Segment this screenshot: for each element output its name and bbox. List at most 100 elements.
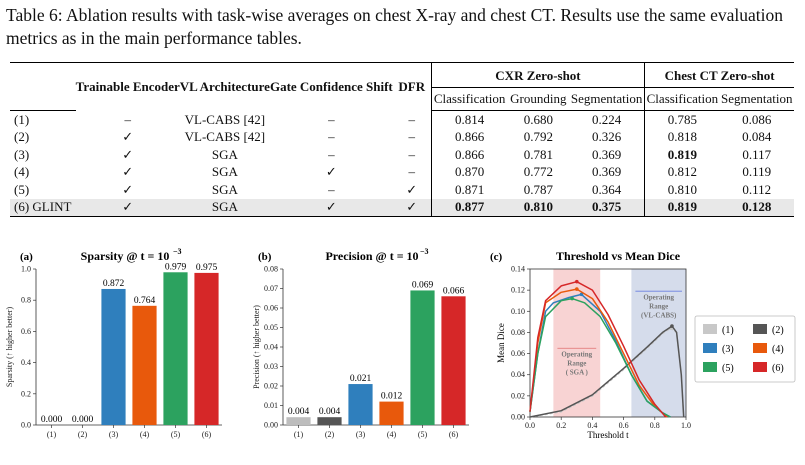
chart-title: Sparsity @ t = 10 (81, 249, 170, 263)
panel-label: (a) (20, 251, 33, 263)
cxr-grounding-cell: 0.792 (507, 129, 569, 147)
x-tick-label: 1.0 (681, 421, 691, 430)
header-ct-group: Chest CT Zero-shot (645, 63, 794, 88)
y-tick-label: 0.6 (21, 327, 31, 336)
bar (286, 417, 310, 425)
row-label: (5) (10, 181, 76, 199)
ct-segmentation-cell: 0.117 (720, 146, 794, 164)
ct-segmentation-cell: 0.086 (720, 111, 794, 129)
dfr-cell: ✓ (393, 199, 432, 217)
bar (101, 289, 125, 425)
legend-entry: (1) (722, 325, 734, 336)
bar (317, 417, 341, 425)
y-tick-label: 0.8 (21, 296, 31, 305)
x-tick-label: (4) (140, 430, 150, 439)
row-label-subheader (10, 88, 76, 111)
bar-value-label: 0.066 (443, 286, 465, 296)
series-peak-marker (570, 297, 574, 301)
series-peak-marker (670, 324, 674, 328)
dfr-cell: – (393, 164, 432, 182)
cxr-segmentation-cell: 0.375 (569, 199, 645, 217)
cxr-grounding-cell: 0.810 (507, 199, 569, 217)
x-tick-label: 0.2 (556, 421, 566, 430)
panel-label: (b) (258, 251, 272, 263)
dfr-cell: – (393, 111, 432, 129)
bar (410, 290, 434, 425)
chart-title: Threshold vs Mean Dice (556, 249, 681, 263)
legend-entry: (3) (722, 344, 734, 355)
subheader-ct-classification: Classification (645, 88, 720, 111)
y-tick-label: 0.4 (21, 358, 31, 367)
ct-classification-cell: 0.785 (645, 111, 720, 129)
chart-title-exponent: −3 (173, 247, 182, 256)
bar-value-label: 0.004 (288, 407, 310, 417)
chart-title: Precision @ t = 10 (325, 249, 418, 263)
vl-architecture-cell: SGA (180, 146, 270, 164)
ct-classification-cell: 0.819 (645, 146, 720, 164)
row-label-header (10, 63, 76, 88)
panel-label: (c) (490, 251, 503, 263)
bar-value-label: 0.000 (41, 415, 63, 425)
x-tick-label: (6) (202, 430, 212, 439)
trainable-encoder-cell: ✓ (76, 181, 180, 199)
y-tick-label: 0.10 (511, 307, 525, 316)
bar-chart-precision: (b)Precision @ t = 10−30.000.010.020.030… (252, 247, 469, 439)
x-tick-label: (2) (78, 430, 88, 439)
x-tick-label: (6) (449, 430, 459, 439)
vl-architecture-cell: VL-CABS [42] (180, 129, 270, 147)
bar-value-label: 0.000 (72, 415, 94, 425)
x-tick-label: (5) (418, 430, 428, 439)
legend-entry: (2) (772, 325, 784, 336)
y-axis-label: Mean Dice (496, 323, 506, 363)
y-tick-label: 0.00 (511, 413, 525, 422)
cxr-segmentation-cell: 0.326 (569, 129, 645, 147)
y-tick-label: 0.2 (21, 389, 31, 398)
chart-legend: (1)(2)(3)(4)(5)(6) (695, 316, 795, 382)
gate-confidence-shift-cell: – (270, 146, 393, 164)
x-tick-label: (3) (109, 430, 119, 439)
x-tick-label: 0.6 (619, 421, 629, 430)
x-tick-label: (3) (356, 430, 366, 439)
header-gate-confidence-shift: Gate Confidence Shift (270, 63, 393, 111)
cxr-classification-cell: 0.871 (431, 181, 507, 199)
x-tick-label: 0.0 (525, 421, 535, 430)
cxr-classification-cell: 0.877 (431, 199, 507, 217)
legend-swatch (703, 324, 717, 334)
y-tick-label: 0.04 (511, 370, 525, 379)
header-cxr-group: CXR Zero-shot (431, 63, 644, 88)
y-axis-label: Sparsity (↑ higher better) (5, 307, 14, 388)
trainable-encoder-cell: ✓ (76, 199, 180, 217)
gate-confidence-shift-cell: – (270, 111, 393, 129)
ct-segmentation-cell: 0.084 (720, 129, 794, 147)
dfr-cell: ✓ (393, 181, 432, 199)
gate-confidence-shift-cell: – (270, 181, 393, 199)
operating-range-label: (VL-CABS) (641, 312, 677, 320)
series-peak-marker (575, 280, 579, 284)
y-tick-label: 0.0 (21, 421, 31, 430)
vl-architecture-cell: SGA (180, 181, 270, 199)
cxr-grounding-cell: 0.680 (507, 111, 569, 129)
cxr-classification-cell: 0.866 (431, 129, 507, 147)
x-tick-label: (1) (47, 430, 57, 439)
legend-swatch (703, 343, 717, 353)
ct-segmentation-cell: 0.112 (720, 181, 794, 199)
y-tick-label: 0.04 (264, 343, 278, 352)
bar (132, 306, 156, 425)
subheader-cxr-classification: Classification (431, 88, 507, 111)
subheader-cxr-grounding: Grounding (507, 88, 569, 111)
cxr-segmentation-cell: 0.224 (569, 111, 645, 129)
trainable-encoder-cell: ✓ (76, 164, 180, 182)
legend-swatch (753, 343, 767, 353)
x-tick-label: 0.8 (650, 421, 660, 430)
y-tick-label: 0.00 (264, 421, 278, 430)
trainable-encoder-cell: ✓ (76, 146, 180, 164)
y-tick-label: 0.08 (511, 328, 525, 337)
header-trainable-encoder: Trainable Encoder (76, 63, 180, 111)
y-tick-label: 0.14 (511, 265, 525, 274)
bar-value-label: 0.872 (103, 279, 125, 289)
header-dfr: DFR (393, 63, 432, 111)
